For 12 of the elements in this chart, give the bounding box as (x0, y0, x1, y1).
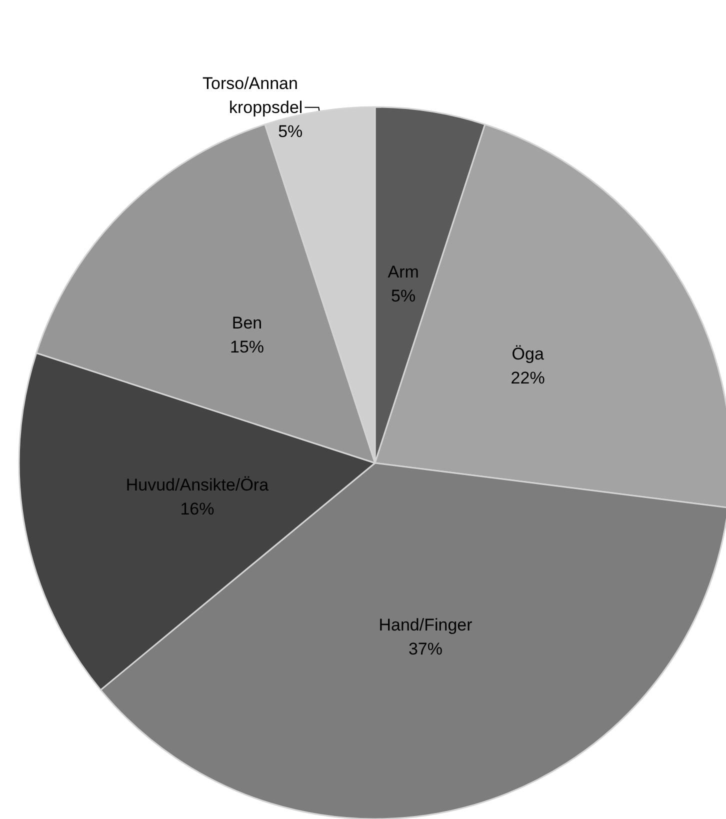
data-label: 5% (278, 122, 303, 141)
slice-label: Ben (232, 314, 262, 333)
data-label: 5% (391, 286, 416, 306)
slice-label: Hand/Finger (378, 615, 473, 634)
data-label: 37% (408, 639, 443, 658)
data-label: 22% (510, 368, 545, 388)
slice-label: Torso/Annan kroppsdel (202, 74, 303, 117)
data-label: 15% (230, 338, 264, 357)
slice-label: Öga (512, 344, 544, 364)
slice-label: Huvud/Ansikte/Öra (126, 475, 270, 494)
data-label: 16% (180, 499, 214, 518)
slice-label: Arm (388, 262, 419, 282)
